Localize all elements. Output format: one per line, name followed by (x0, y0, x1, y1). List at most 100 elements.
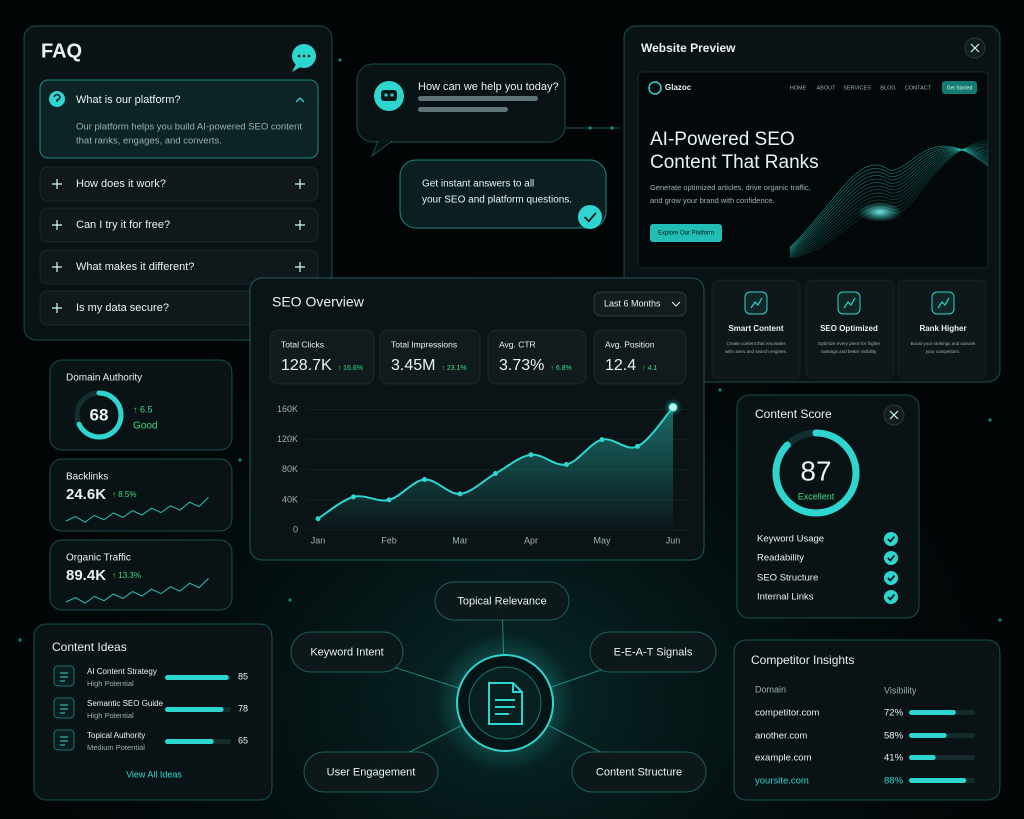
score-value: 87 (800, 455, 831, 486)
chevron-up (295, 97, 305, 103)
feature-icon-glyph (843, 297, 856, 309)
x-tick-label: Mar (452, 535, 468, 545)
faq-title: FAQ (41, 40, 82, 62)
faq-question[interactable]: Can I try it for free? (76, 219, 170, 231)
close-button-x (970, 43, 980, 53)
stat-value: 3.45M (391, 357, 435, 374)
stat-card (487, 329, 587, 385)
site-cta-label[interactable]: Get Started (947, 85, 973, 91)
site-button[interactable] (650, 224, 722, 242)
hub-inner (468, 666, 542, 740)
chat-icon-dot (307, 54, 311, 58)
site-cta-button[interactable] (942, 81, 977, 94)
topic-node (571, 751, 707, 793)
panel-title: Competitor Insights (751, 653, 854, 667)
column-header: Domain (755, 684, 786, 694)
point (386, 497, 392, 503)
x-tick-label: Jun (666, 535, 681, 545)
metric-change: ↑ 8.5% (112, 490, 136, 499)
period-label[interactable]: Last 6 Months (604, 298, 661, 308)
stat-label: Total Clicks (281, 339, 324, 349)
decor-dot (288, 598, 292, 602)
competitor-visibility: 41% (884, 753, 904, 764)
visibility-bar (909, 755, 936, 760)
faq-question[interactable]: What is our platform? (76, 94, 181, 106)
feature-description: your competitors. (926, 349, 961, 354)
line-area (318, 407, 673, 530)
feature-icon-glyph (750, 297, 763, 309)
competitor-domain: another.com (755, 731, 807, 742)
chat-icon-tail (292, 64, 302, 72)
point (493, 471, 498, 477)
feature-card (805, 279, 895, 379)
faq-question[interactable]: Is my data secure? (76, 302, 169, 314)
site-nav-link[interactable]: BLOG (880, 85, 895, 91)
point (315, 516, 321, 522)
decor-dot (588, 126, 592, 130)
site-nav-link[interactable]: ABOUT (817, 85, 837, 91)
topic-node-label: User Engagement (327, 766, 416, 778)
site-wave (789, 149, 989, 254)
expand-icon (295, 179, 305, 189)
stat-label: Total Impressions (391, 339, 457, 349)
stat-card (269, 329, 375, 385)
site-frame (637, 71, 989, 269)
point (635, 443, 640, 449)
plus-icon (52, 262, 62, 272)
visibility-bar (909, 733, 947, 738)
decor-dot (718, 388, 722, 392)
metric-value: 24.6K (66, 486, 106, 503)
checklist-item: Readability (757, 553, 804, 564)
point (564, 461, 569, 467)
competitor-domain: example.com (755, 753, 812, 764)
idea-icon-glyph (60, 736, 68, 746)
competitor-visibility: 58% (884, 731, 904, 742)
site-button-label[interactable]: Explore Our Platform (658, 231, 714, 237)
idea-score: 65 (238, 735, 248, 745)
feature-description: Boost your rankings and outrank (911, 341, 977, 346)
stat-value: 12.4 (605, 357, 636, 374)
site-nav-link[interactable]: SERVICES (843, 85, 871, 91)
topic-node (303, 751, 439, 793)
stat-label: Avg. CTR (499, 339, 536, 349)
faq-item[interactable] (39, 166, 319, 202)
chat-greeting: How can we help you today? (418, 81, 559, 93)
idea-icon (53, 729, 75, 751)
visibility-bar (909, 778, 967, 783)
faq-item[interactable] (39, 79, 319, 159)
faq-item[interactable] (39, 249, 319, 285)
site-nav-link[interactable]: CONTACT (905, 85, 932, 91)
site-wave (789, 148, 989, 255)
faq-question[interactable]: What makes it different? (76, 261, 194, 273)
topic-node-label: Content Structure (596, 766, 682, 778)
checklist-check-tick (887, 535, 896, 543)
chat-bubble-tail (370, 140, 393, 158)
metric-change: ↑ 6.5 (133, 404, 153, 414)
bot-eye (384, 93, 388, 97)
site-headline: Content That Ranks (650, 152, 819, 173)
faq-answer: that ranks, engages, and converts. (76, 136, 222, 147)
site-description: and grow your brand with confidence. (650, 196, 775, 205)
feature-description: Create content that resonates (726, 341, 786, 346)
faq-item[interactable] (39, 207, 319, 243)
site-wave (789, 147, 989, 249)
checklist-check (884, 532, 898, 546)
site-nav-link[interactable]: HOME (790, 85, 807, 91)
faq-answer: Our platform helps you build AI-powered … (76, 122, 302, 133)
feature-description: with users and search engines. (725, 349, 787, 354)
view-all-link[interactable]: View All Ideas (126, 769, 182, 779)
topic-node (434, 581, 570, 621)
chat-icon-dot (302, 54, 306, 58)
period-dropdown[interactable] (593, 291, 687, 317)
point (599, 437, 605, 443)
stat-card (379, 329, 481, 385)
faq-question[interactable]: How does it work? (76, 178, 166, 190)
sparkline (65, 578, 209, 604)
site-headline: AI-Powered SEO (650, 129, 795, 150)
decor-dot (238, 458, 242, 462)
checklist-item: Keyword Usage (757, 534, 824, 545)
score-bar (165, 707, 224, 712)
site-wave (789, 149, 989, 253)
point (528, 452, 534, 458)
